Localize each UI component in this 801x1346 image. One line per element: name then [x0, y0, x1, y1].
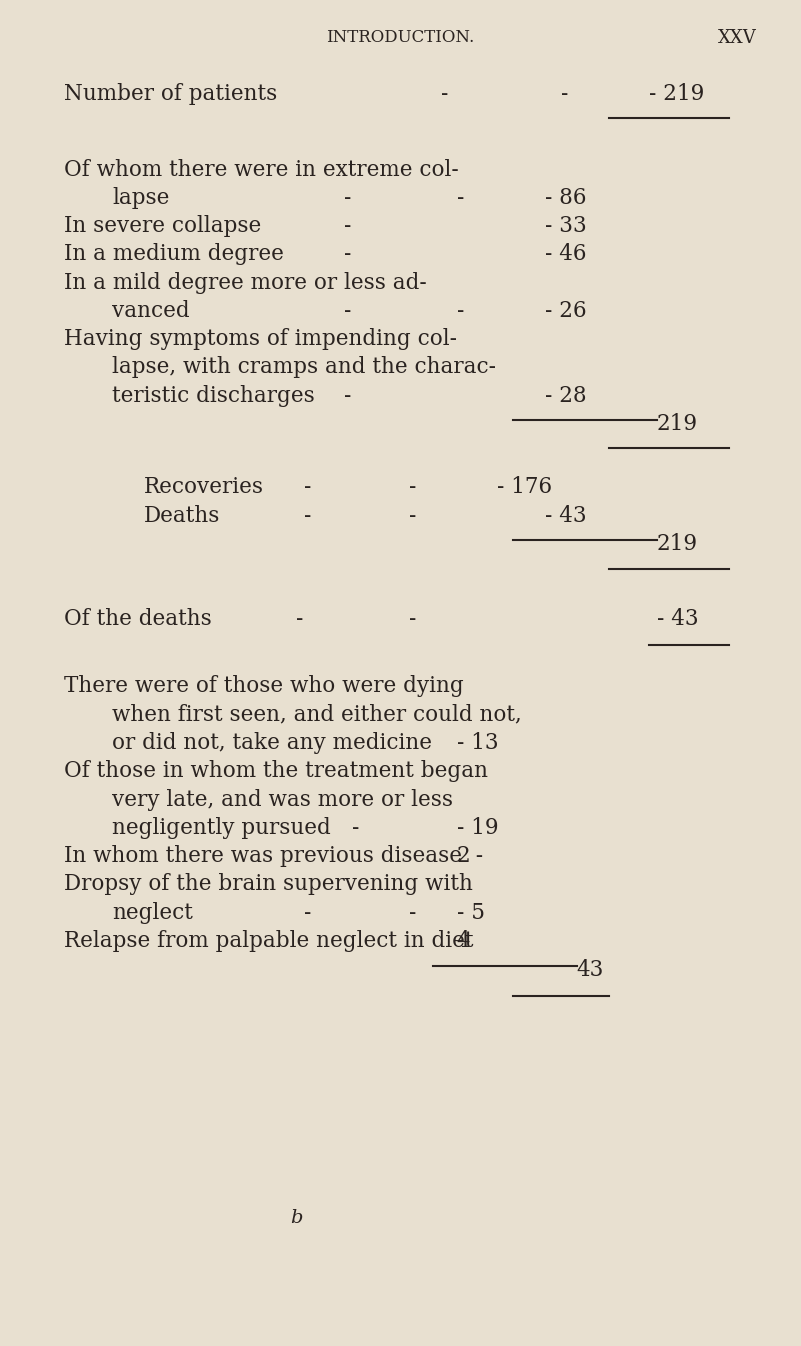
Text: or did not, take any medicine: or did not, take any medicine: [112, 732, 433, 754]
Text: -: -: [409, 902, 416, 923]
Text: -: -: [352, 817, 360, 839]
Text: XXV: XXV: [718, 28, 756, 47]
Text: lapse, with cramps and the charac-: lapse, with cramps and the charac-: [112, 357, 496, 378]
Text: -: -: [304, 902, 312, 923]
Text: -: -: [441, 83, 448, 105]
Text: - 219: - 219: [649, 83, 704, 105]
Text: In a medium degree: In a medium degree: [64, 244, 284, 265]
Text: b: b: [290, 1209, 303, 1228]
Text: -: -: [457, 187, 464, 209]
Text: - 19: - 19: [457, 817, 498, 839]
Text: -: -: [344, 187, 352, 209]
Text: INTRODUCTION.: INTRODUCTION.: [326, 30, 475, 46]
Text: when first seen, and either could not,: when first seen, and either could not,: [112, 704, 522, 725]
Text: - 46: - 46: [545, 244, 586, 265]
Text: teristic discharges: teristic discharges: [112, 385, 315, 406]
Text: -: -: [304, 505, 312, 526]
Text: negligently pursued: negligently pursued: [112, 817, 331, 839]
Text: Number of patients: Number of patients: [64, 83, 277, 105]
Text: Relapse from palpable neglect in diet: Relapse from palpable neglect in diet: [64, 930, 473, 952]
Text: In severe collapse: In severe collapse: [64, 215, 261, 237]
Text: In whom there was previous disease  -: In whom there was previous disease -: [64, 845, 483, 867]
Text: - 43: - 43: [657, 608, 698, 630]
Text: very late, and was more or less: very late, and was more or less: [112, 789, 453, 810]
Text: -: -: [304, 476, 312, 498]
Text: - 176: - 176: [497, 476, 552, 498]
Text: neglect: neglect: [112, 902, 193, 923]
Text: Of the deaths: Of the deaths: [64, 608, 211, 630]
Text: - 13: - 13: [457, 732, 498, 754]
Text: 219: 219: [657, 413, 698, 435]
Text: lapse: lapse: [112, 187, 170, 209]
Text: - 5: - 5: [457, 902, 485, 923]
Text: -: -: [344, 300, 352, 322]
Text: In a mild degree more or less ad-: In a mild degree more or less ad-: [64, 272, 427, 293]
Text: -: -: [344, 215, 352, 237]
Text: Deaths: Deaths: [144, 505, 220, 526]
Text: -: -: [457, 300, 464, 322]
Text: -: -: [296, 608, 304, 630]
Text: Dropsy of the brain supervening with: Dropsy of the brain supervening with: [64, 874, 473, 895]
Text: -: -: [409, 476, 416, 498]
Text: Of whom there were in extreme col-: Of whom there were in extreme col-: [64, 159, 459, 180]
Text: 219: 219: [657, 533, 698, 555]
Text: There were of those who were dying: There were of those who were dying: [64, 676, 464, 697]
Text: -: -: [344, 244, 352, 265]
Text: - 28: - 28: [545, 385, 586, 406]
Text: - 33: - 33: [545, 215, 586, 237]
Text: - 86: - 86: [545, 187, 586, 209]
Text: 43: 43: [577, 960, 604, 981]
Text: - 43: - 43: [545, 505, 586, 526]
Text: -: -: [344, 385, 352, 406]
Text: -: -: [409, 505, 416, 526]
Text: 2: 2: [457, 845, 470, 867]
Text: - 26: - 26: [545, 300, 586, 322]
Text: Recoveries: Recoveries: [144, 476, 264, 498]
Text: -: -: [561, 83, 568, 105]
Text: 4: 4: [457, 930, 470, 952]
Text: Having symptoms of impending col-: Having symptoms of impending col-: [64, 328, 457, 350]
Text: vanced: vanced: [112, 300, 190, 322]
Text: -: -: [409, 608, 416, 630]
Text: Of those in whom the treatment began: Of those in whom the treatment began: [64, 760, 488, 782]
